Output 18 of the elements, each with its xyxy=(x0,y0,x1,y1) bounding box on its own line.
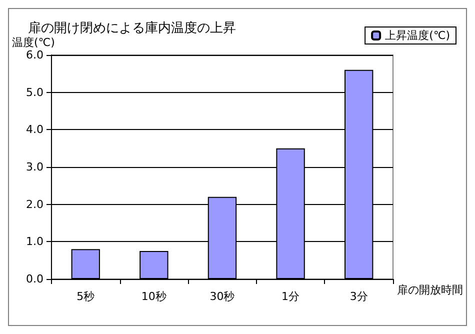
x-tick-label: 3分 xyxy=(350,290,368,303)
y-tick-label: 4.0 xyxy=(26,123,44,136)
bar xyxy=(140,251,168,279)
x-tick-label: 1分 xyxy=(282,290,300,303)
y-axis-title: 温度(℃) xyxy=(12,36,55,49)
x-tick-label: 30秒 xyxy=(210,290,235,303)
y-tick-label: 1.0 xyxy=(26,235,44,248)
x-tick-label: 5秒 xyxy=(76,290,95,303)
x-axis-title: 扉の開放時間 xyxy=(397,284,463,296)
x-tick-label: 10秒 xyxy=(141,290,166,303)
bar xyxy=(71,249,100,279)
y-tick-label: 2.0 xyxy=(26,198,44,211)
y-tick-label: 3.0 xyxy=(26,160,44,174)
y-tick-label: 0.0 xyxy=(26,272,44,286)
legend-label: 上昇温度(℃) xyxy=(385,29,450,42)
y-tick-label: 6.0 xyxy=(26,48,44,62)
chart-title: 扉の開け閉めによる庫内温度の上昇 xyxy=(28,20,236,36)
y-tick-label: 5.0 xyxy=(26,86,44,99)
